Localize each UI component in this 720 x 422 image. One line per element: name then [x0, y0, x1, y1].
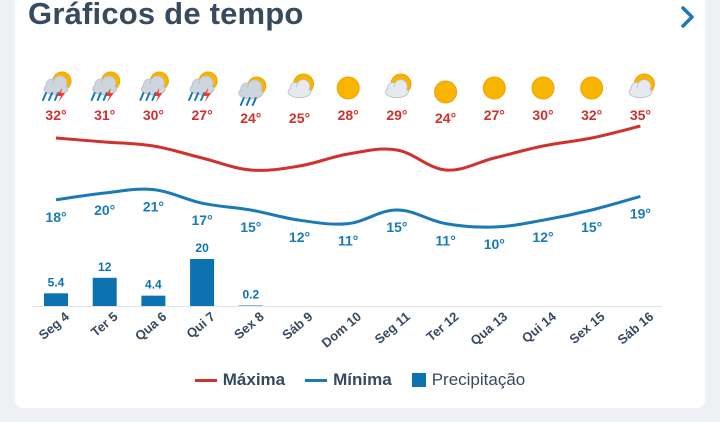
precip-bar — [190, 259, 215, 306]
max-temp-label: 31° — [94, 107, 115, 123]
sun-cloud-storm-icon — [139, 71, 169, 103]
precip-label: 20 — [195, 241, 209, 255]
x-tick-label: Sex 15 — [566, 309, 607, 347]
max-temp-label: 24° — [240, 110, 261, 126]
sun-cloud-storm-icon — [42, 71, 72, 103]
precip-label: 12 — [98, 260, 112, 274]
min-temp-label: 12° — [532, 229, 553, 245]
max-temp-label: 32° — [45, 107, 66, 123]
max-temp-label: 27° — [484, 107, 505, 123]
sun-cloud-storm-icon — [90, 71, 121, 103]
max-temp-label: 27° — [192, 107, 213, 123]
x-tick-label: Ter 5 — [88, 309, 121, 340]
x-tick-label: Seg 11 — [372, 309, 413, 347]
precip-bar — [92, 277, 117, 306]
precip-bar — [44, 293, 68, 306]
precip-label: 4.4 — [145, 278, 162, 292]
legend-label-max: Máxima — [222, 370, 286, 389]
chart-legend: Máxima Mínima Precipitação — [0, 370, 720, 390]
chevron-right-icon[interactable] — [676, 2, 700, 32]
legend-item-precip[interactable]: Precipitação — [411, 370, 526, 390]
sun-cloud-rain-icon — [238, 76, 267, 106]
sun-icon — [482, 76, 506, 100]
max-temp-label: 29° — [386, 107, 407, 123]
min-temp-line — [55, 187, 641, 229]
legend-swatch-min — [305, 378, 328, 382]
max-temp-line — [55, 124, 641, 172]
min-temp-label: 17° — [192, 212, 213, 228]
max-temp-label: 25° — [289, 110, 310, 126]
sun-cloud-icon — [287, 73, 314, 99]
sun-cloud-icon — [628, 73, 655, 99]
max-temp-label: 35° — [630, 107, 651, 123]
x-tick-label: Sáb 16 — [615, 309, 657, 347]
precip-bar — [141, 295, 166, 306]
page-title: Gráficos de tempo — [28, 0, 304, 31]
legend-swatch-precip — [411, 373, 426, 387]
max-temp-label: 24° — [435, 110, 456, 126]
x-tick-label: Qua 6 — [132, 309, 169, 344]
sun-icon — [531, 76, 555, 100]
min-temp-label: 12° — [289, 229, 310, 245]
x-tick-label: Qui 7 — [183, 309, 218, 341]
sun-cloud-icon — [385, 73, 412, 99]
min-temp-label: 10° — [484, 236, 505, 252]
sun-cloud-storm-icon — [188, 71, 218, 103]
sun-icon — [336, 76, 360, 100]
precip-label: 0.2 — [242, 288, 259, 302]
legend-item-min[interactable]: Mínima — [305, 370, 392, 390]
x-tick-label: Seg 4 — [36, 308, 73, 342]
min-temp-label: 15° — [240, 219, 261, 235]
min-temp-label: 15° — [581, 219, 602, 235]
sun-icon — [434, 80, 458, 104]
legend-label-precip: Precipitação — [431, 370, 526, 389]
min-temp-label: 21° — [143, 199, 164, 215]
min-temp-label: 11° — [338, 233, 358, 249]
max-temp-label: 32° — [581, 107, 602, 123]
sun-icon — [580, 76, 604, 100]
x-tick-label: Sáb 9 — [279, 309, 315, 343]
x-tick-label: Dom 10 — [319, 309, 365, 351]
min-temp-label: 19° — [630, 205, 651, 221]
min-temp-label: 11° — [435, 233, 455, 249]
legend-label-min: Mínima — [333, 370, 392, 389]
x-tick-label: Qua 13 — [467, 309, 510, 348]
weather-chart-card — [15, 0, 705, 408]
max-temp-label: 30° — [143, 107, 164, 123]
precip-label: 5.4 — [48, 275, 65, 289]
x-tick-label: Qui 14 — [519, 308, 560, 346]
x-tick-label: Sex 8 — [231, 309, 267, 342]
max-temp-label: 28° — [338, 107, 359, 123]
legend-swatch-max — [194, 378, 217, 382]
x-tick-label: Ter 12 — [423, 309, 461, 344]
precip-bar — [238, 305, 263, 306]
max-temp-label: 30° — [532, 107, 553, 123]
min-temp-label: 15° — [386, 219, 407, 235]
min-temp-label: 20° — [94, 202, 115, 218]
legend-item-max[interactable]: Máxima — [194, 370, 286, 390]
min-temp-label: 18° — [45, 209, 66, 225]
